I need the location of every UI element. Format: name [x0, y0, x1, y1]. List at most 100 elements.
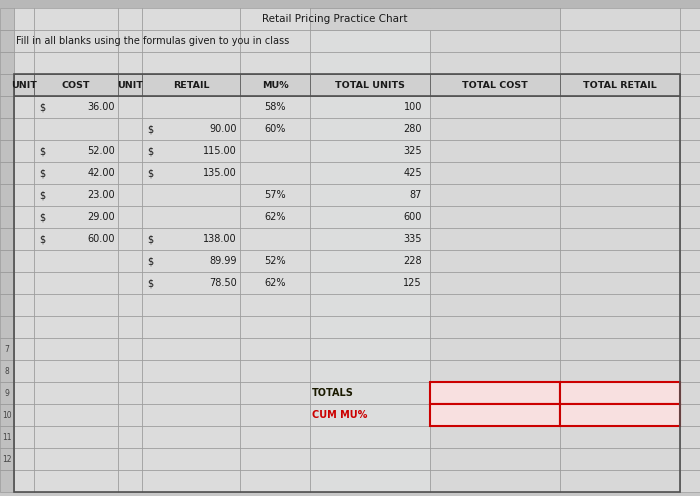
Bar: [310, 52, 430, 74]
Bar: [560, 184, 680, 206]
Bar: [680, 228, 700, 250]
Bar: [560, 338, 680, 360]
Bar: [34, 52, 118, 74]
Bar: [0, 470, 14, 492]
Bar: [118, 8, 142, 30]
Bar: [14, 250, 34, 272]
Bar: [430, 448, 560, 470]
Bar: [240, 96, 310, 118]
Bar: [14, 162, 34, 184]
Bar: [430, 140, 560, 162]
Bar: [14, 30, 34, 52]
Bar: [0, 8, 14, 30]
Text: 62%: 62%: [265, 278, 286, 288]
Text: $: $: [39, 102, 45, 112]
Bar: [310, 250, 430, 272]
Text: 7: 7: [5, 345, 9, 354]
Text: 125: 125: [403, 278, 422, 288]
Bar: [310, 228, 430, 250]
Bar: [560, 74, 680, 96]
Bar: [560, 382, 680, 404]
Text: 23.00: 23.00: [88, 190, 115, 200]
Bar: [430, 404, 560, 426]
Bar: [310, 426, 430, 448]
Bar: [430, 96, 560, 118]
Text: $: $: [147, 234, 153, 244]
Bar: [142, 162, 240, 184]
Bar: [240, 294, 310, 316]
Bar: [0, 448, 14, 470]
Text: 280: 280: [403, 124, 422, 134]
Bar: [680, 426, 700, 448]
Bar: [430, 426, 560, 448]
Text: MU%: MU%: [262, 80, 288, 89]
Bar: [430, 8, 560, 30]
Text: 115.00: 115.00: [203, 146, 237, 156]
Bar: [0, 228, 14, 250]
Bar: [560, 140, 680, 162]
Text: 57%: 57%: [264, 190, 286, 200]
Bar: [14, 52, 34, 74]
Text: 52%: 52%: [264, 256, 286, 266]
Bar: [142, 206, 240, 228]
Bar: [0, 52, 14, 74]
Text: 425: 425: [403, 168, 422, 178]
Bar: [430, 52, 560, 74]
Text: 78.50: 78.50: [209, 278, 237, 288]
Bar: [240, 360, 310, 382]
Bar: [14, 8, 34, 30]
Bar: [0, 426, 14, 448]
Bar: [680, 30, 700, 52]
Bar: [34, 272, 118, 294]
Text: 335: 335: [403, 234, 422, 244]
Text: 11: 11: [2, 433, 12, 441]
Bar: [0, 96, 14, 118]
Text: 87: 87: [410, 190, 422, 200]
Bar: [310, 448, 430, 470]
Bar: [142, 426, 240, 448]
Bar: [34, 74, 118, 96]
Bar: [310, 96, 430, 118]
Bar: [680, 338, 700, 360]
Bar: [310, 338, 430, 360]
Text: 138.00: 138.00: [204, 234, 237, 244]
Bar: [430, 316, 560, 338]
Text: 52.00: 52.00: [88, 146, 115, 156]
Bar: [14, 316, 34, 338]
Bar: [34, 470, 118, 492]
Bar: [310, 118, 430, 140]
Bar: [142, 30, 240, 52]
Bar: [34, 118, 118, 140]
Bar: [680, 118, 700, 140]
Text: 600: 600: [404, 212, 422, 222]
Bar: [0, 74, 14, 96]
Bar: [34, 30, 118, 52]
Bar: [560, 470, 680, 492]
Bar: [14, 228, 34, 250]
Bar: [560, 448, 680, 470]
Bar: [118, 470, 142, 492]
Bar: [34, 448, 118, 470]
Bar: [680, 470, 700, 492]
Bar: [430, 382, 560, 404]
Bar: [14, 448, 34, 470]
Bar: [142, 228, 240, 250]
Bar: [240, 74, 310, 96]
Text: $: $: [147, 124, 153, 134]
Bar: [34, 162, 118, 184]
Bar: [560, 404, 680, 426]
Bar: [14, 404, 34, 426]
Bar: [680, 140, 700, 162]
Bar: [0, 272, 14, 294]
Bar: [34, 140, 118, 162]
Text: 58%: 58%: [265, 102, 286, 112]
Bar: [34, 338, 118, 360]
Bar: [142, 74, 240, 96]
Text: TOTAL RETAIL: TOTAL RETAIL: [583, 80, 657, 89]
Bar: [430, 272, 560, 294]
Bar: [680, 272, 700, 294]
Bar: [310, 162, 430, 184]
Bar: [680, 448, 700, 470]
Bar: [560, 294, 680, 316]
Bar: [240, 8, 310, 30]
